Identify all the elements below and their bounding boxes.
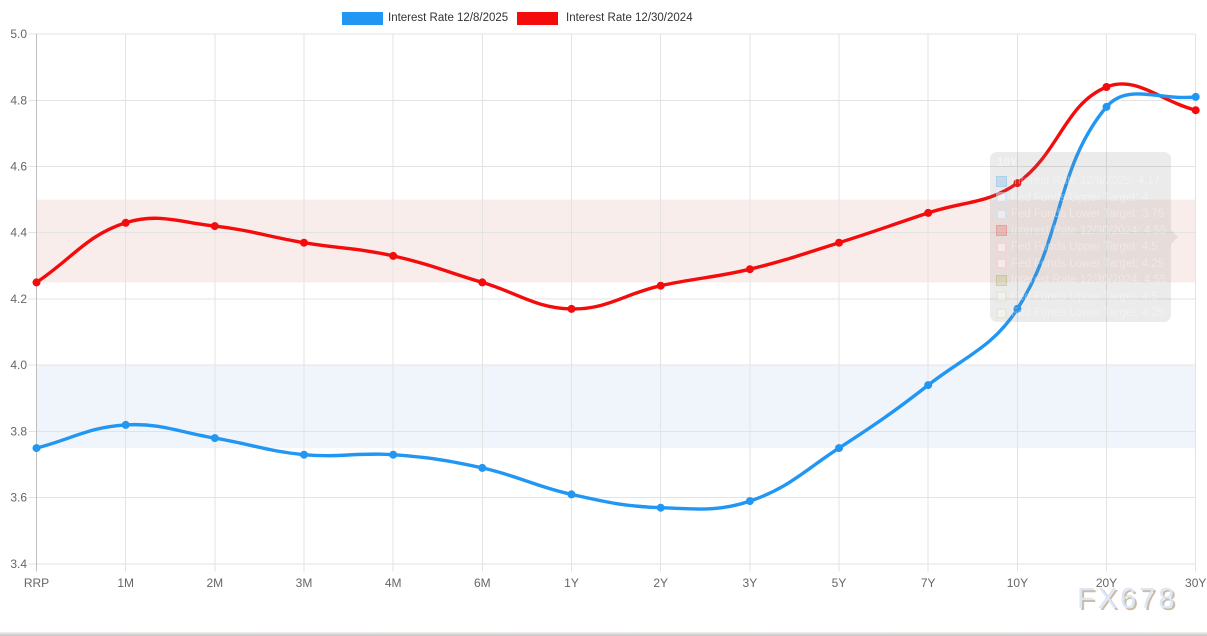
svg-text:4.2: 4.2 [10, 292, 27, 306]
svg-text:4.8: 4.8 [10, 93, 27, 107]
svg-text:1M: 1M [117, 576, 134, 590]
svg-text:2M: 2M [206, 576, 223, 590]
svg-text:4.6: 4.6 [10, 160, 27, 174]
svg-text:3Y: 3Y [743, 576, 758, 590]
svg-text:4.4: 4.4 [10, 226, 27, 240]
svg-text:2Y: 2Y [653, 576, 668, 590]
svg-text:6M: 6M [474, 576, 491, 590]
svg-text:5Y: 5Y [832, 576, 847, 590]
svg-text:10Y: 10Y [1007, 576, 1028, 590]
svg-text:3.4: 3.4 [10, 557, 27, 571]
svg-text:4M: 4M [385, 576, 402, 590]
svg-text:RRP: RRP [24, 576, 49, 590]
svg-text:5.0: 5.0 [10, 27, 27, 41]
svg-text:3.6: 3.6 [10, 491, 27, 505]
svg-text:3M: 3M [296, 576, 313, 590]
svg-text:4.0: 4.0 [10, 358, 27, 372]
svg-text:1Y: 1Y [564, 576, 579, 590]
svg-text:20Y: 20Y [1096, 576, 1117, 590]
svg-text:3.8: 3.8 [10, 425, 27, 439]
svg-text:7Y: 7Y [921, 576, 936, 590]
svg-text:30Y: 30Y [1185, 576, 1206, 590]
